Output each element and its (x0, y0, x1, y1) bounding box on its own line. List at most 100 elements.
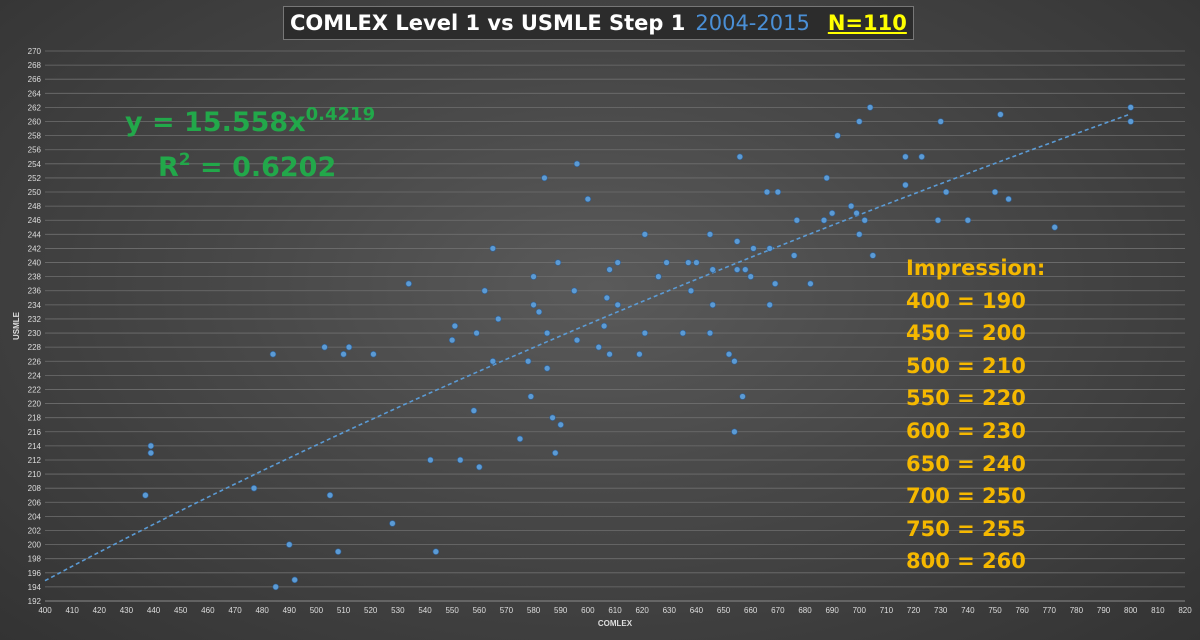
data-point (733, 238, 741, 245)
data-point (272, 583, 279, 591)
data-point (942, 188, 950, 196)
x-tick-label: 560 (473, 606, 487, 615)
data-point (902, 181, 909, 189)
y-tick-label: 224 (28, 371, 42, 380)
data-point (750, 245, 757, 252)
data-point (997, 111, 1004, 118)
data-point (142, 492, 149, 499)
power-trendline (44, 113, 1131, 582)
data-point (530, 301, 537, 309)
impression-row: 550 = 220 (906, 386, 1026, 411)
y-tick-label: 232 (28, 315, 42, 324)
data-point (820, 217, 828, 224)
x-tick-label: 540 (418, 606, 432, 615)
data-point (766, 245, 773, 252)
impression-row: 500 = 210 (906, 353, 1026, 378)
axis-ticks: 192 194 196 198 200 202 204 206 208 210 212 214 216 2… (28, 47, 1193, 615)
data-point (554, 259, 562, 266)
impression-row: 750 = 255 (906, 516, 1026, 541)
data-point (834, 132, 841, 139)
y-tick-label: 208 (28, 484, 42, 493)
x-tick-label: 680 (798, 606, 812, 615)
data-point (747, 273, 754, 280)
x-tick-label: 470 (228, 606, 242, 615)
r-squared-superscript: 2 (178, 150, 191, 170)
x-tick-label: 740 (961, 606, 975, 615)
data-point (725, 351, 733, 358)
data-point (530, 273, 537, 280)
y-tick-label: 240 (28, 259, 42, 268)
data-point (706, 231, 714, 238)
data-point (147, 442, 155, 450)
y-tick-label: 260 (28, 118, 42, 127)
x-tick-label: 820 (1178, 606, 1192, 615)
data-point (685, 259, 692, 266)
y-axis-title: USMLE (12, 311, 21, 340)
data-point (934, 217, 942, 224)
data-point (334, 548, 342, 555)
data-point (326, 492, 334, 499)
x-tick-label: 710 (880, 606, 894, 615)
x-tick-label: 590 (554, 606, 568, 615)
data-point (370, 351, 377, 358)
data-point (489, 358, 497, 365)
r-squared-label: R2 = 0.6202 (158, 150, 336, 183)
data-point (321, 343, 328, 351)
x-tick-label: 690 (825, 606, 839, 615)
data-point (432, 548, 440, 555)
y-tick-label: 264 (28, 89, 42, 98)
x-tick-label: 530 (391, 606, 405, 615)
x-tick-label: 580 (527, 606, 541, 615)
data-point (606, 266, 613, 273)
data-point (614, 301, 621, 309)
x-tick-label: 430 (120, 606, 134, 615)
trendline-equation: y = 15.558x0.4219 (125, 104, 375, 138)
data-point (663, 259, 670, 266)
sample-size-label: N=110 (827, 11, 907, 35)
y-tick-label: 214 (28, 442, 42, 451)
data-point (641, 231, 649, 238)
data-point (856, 231, 863, 238)
y-tick-label: 266 (28, 75, 42, 84)
y-tick-label: 228 (28, 343, 42, 352)
data-point (742, 266, 749, 273)
y-tick-label: 216 (28, 428, 42, 437)
x-tick-label: 420 (93, 606, 107, 615)
x-tick-label: 410 (65, 606, 79, 615)
data-point (552, 449, 559, 457)
data-point (790, 252, 798, 259)
data-point (739, 393, 746, 400)
data-point (147, 449, 155, 457)
impression-row: 450 = 200 (906, 321, 1026, 346)
y-tick-label: 238 (28, 273, 42, 282)
y-tick-label: 206 (28, 498, 42, 507)
x-tick-label: 480 (255, 606, 269, 615)
data-point (964, 217, 972, 224)
equation-exponent: 0.4219 (305, 104, 376, 125)
data-point (709, 301, 716, 309)
y-tick-label: 210 (28, 470, 42, 479)
x-tick-label: 750 (988, 606, 1002, 615)
x-tick-label: 630 (663, 606, 677, 615)
data-point (541, 174, 548, 182)
data-point (902, 153, 909, 160)
data-point (771, 280, 779, 287)
data-point (731, 358, 738, 365)
y-tick-label: 256 (28, 146, 42, 155)
data-point (557, 421, 564, 428)
data-point (495, 315, 502, 323)
x-tick-label: 700 (853, 606, 867, 615)
y-tick-label: 222 (28, 385, 42, 394)
r-squared-symbol: R (158, 152, 179, 183)
data-point (549, 414, 556, 421)
x-tick-label: 490 (283, 606, 297, 615)
y-tick-label: 268 (28, 61, 42, 70)
data-point (614, 259, 621, 266)
data-point (603, 294, 611, 301)
x-tick-label: 770 (1043, 606, 1057, 615)
data-point (584, 195, 592, 203)
y-tick-label: 200 (28, 541, 42, 550)
data-point (481, 287, 488, 294)
y-tick-label: 262 (28, 103, 42, 112)
data-point (516, 435, 524, 443)
